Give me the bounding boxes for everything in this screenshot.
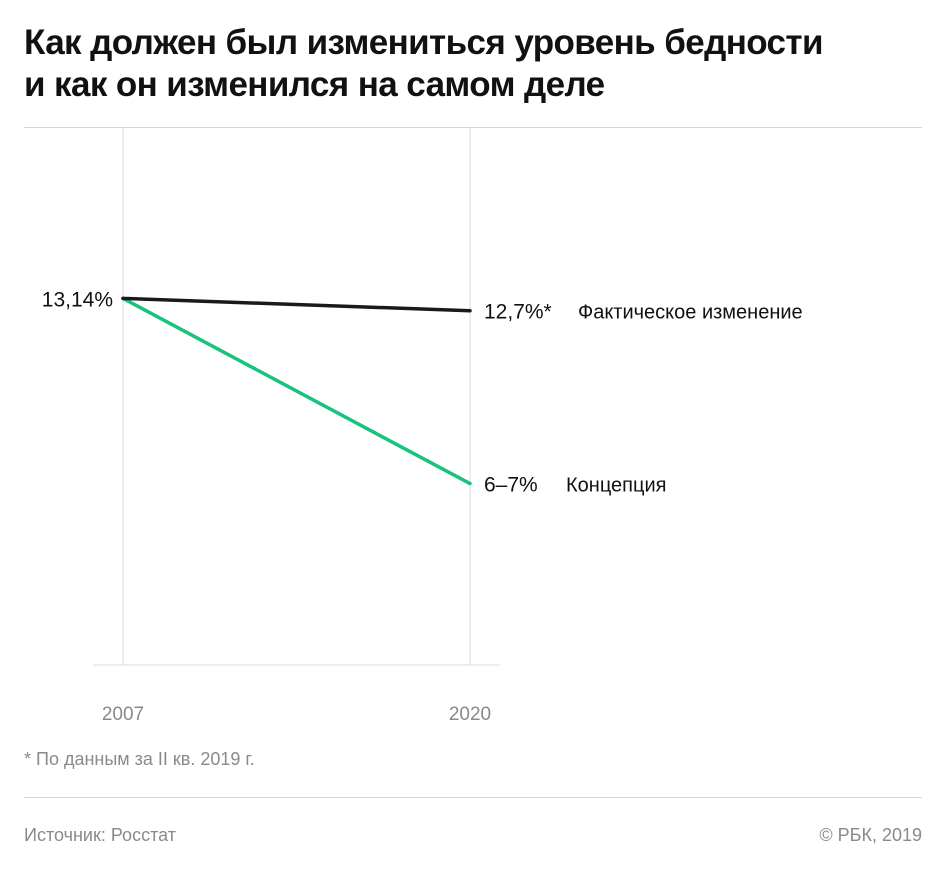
start-value-label: 13,14% [42,288,113,311]
chart-title-line-1: Как должен был измениться уровень беднос… [24,23,823,62]
series-name-concept: Концепция [566,475,666,497]
x-tick-label-2007: 2007 [102,704,144,725]
footnote: * По данным за II кв. 2019 г. [24,749,255,769]
series-name-actual: Фактическое изменение [578,302,803,324]
chart-title: Как должен был измениться уровень беднос… [24,22,924,106]
series-line-actual [121,296,472,313]
series-line-concept [121,296,472,486]
copyright-note: © РБК, 2019 [819,825,922,845]
source-note: Источник: Росстат [24,825,176,845]
top-divider [24,127,922,128]
bottom-divider [24,797,922,798]
chart-title-line-2: и как он изменился на самом деле [24,65,605,104]
x-tick-label-2020: 2020 [449,704,491,725]
end-value-label-actual: 12,7%* [484,301,552,324]
end-value-label-concept: 6–7% [484,474,538,497]
